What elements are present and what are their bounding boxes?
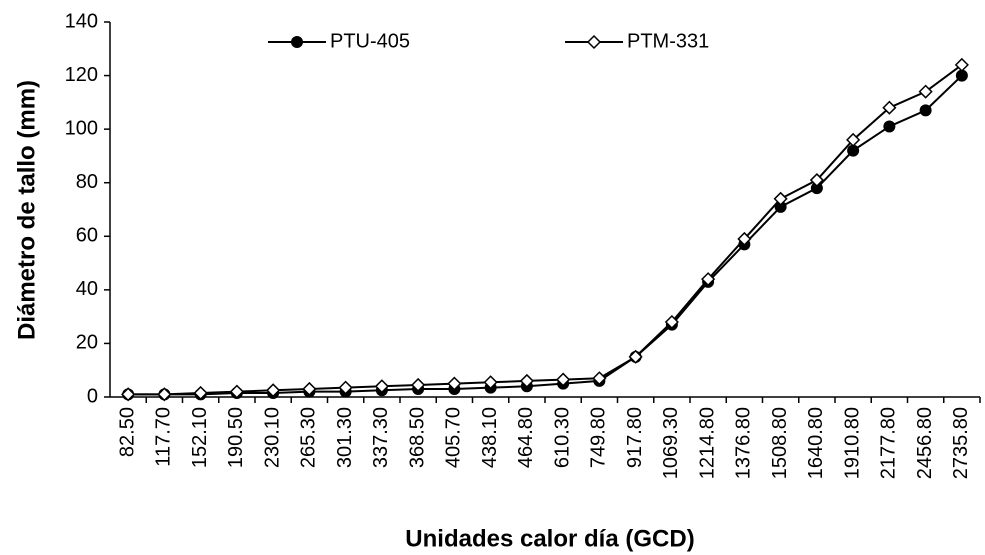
point [846,132,861,147]
y-tick-label: 120 [65,64,98,86]
x-axis-title: Unidades calor día (GCD) [405,525,694,552]
x-tick-label: 1214.80 [696,407,718,479]
point [592,371,607,386]
x-tick-label: 1508.80 [769,407,791,479]
x-tick-label: 464.80 [515,407,537,468]
point [338,380,353,395]
point [266,383,281,398]
point [291,36,303,48]
point [229,384,244,399]
y-tick-label: 20 [76,332,98,354]
x-tick-label: 337.30 [370,407,392,468]
x-tick-label: 1376.80 [733,407,755,479]
legend-label: PTM-331 [627,30,709,52]
point [664,314,679,330]
point [374,379,389,394]
x-tick-label: 2735.80 [950,407,972,479]
point [882,100,897,115]
point [737,231,752,247]
point [302,381,317,397]
series-line [128,64,963,396]
series-line [128,74,963,396]
point [847,144,860,157]
x-tick-label: 2456.80 [914,407,936,479]
point [701,272,716,287]
point [883,120,896,133]
x-tick-label: 230.10 [261,407,283,468]
point [628,349,643,364]
point [121,387,136,402]
x-tick-label: 438.10 [479,407,501,468]
y-tick-label: 0 [87,385,98,407]
x-tick-label: 152.10 [189,407,211,468]
point [556,372,571,387]
y-tick-label: 140 [65,10,98,32]
point [810,182,823,195]
point [773,191,788,206]
y-tick-label: 60 [76,225,98,247]
point [918,84,933,99]
x-tick-label: 1910.80 [841,407,863,479]
x-tick-label: 405.70 [443,407,465,468]
point [774,200,787,213]
x-tick-label: 190.50 [225,407,247,468]
point [157,387,172,402]
x-tick-label: 1069.30 [660,407,682,479]
point [411,377,426,393]
y-axis-title: Diámetro de tallo (mm) [13,80,40,340]
point [954,57,969,72]
point [919,104,932,117]
x-tick-label: 265.30 [298,407,320,468]
point [809,172,824,188]
point [519,373,534,388]
x-tick-label: 301.30 [334,407,356,468]
x-tick-label: 917.80 [624,407,646,468]
y-tick-label: 80 [76,171,98,193]
x-tick-label: 368.50 [406,407,428,468]
point [483,375,498,390]
point [447,376,462,391]
x-tick-label: 1640.80 [805,407,827,479]
legend-label: PTU-405 [330,30,410,52]
point [586,34,602,50]
x-tick-label: 117.70 [153,407,175,467]
point [955,69,968,82]
x-tick-label: 749.80 [588,407,610,468]
x-tick-label: 610.30 [551,407,573,468]
y-tick-label: 40 [76,278,98,300]
point [193,385,208,401]
x-tick-label: 2177.80 [878,407,900,479]
x-tick-label: 82.50 [116,407,138,457]
y-tick-label: 100 [65,117,98,139]
